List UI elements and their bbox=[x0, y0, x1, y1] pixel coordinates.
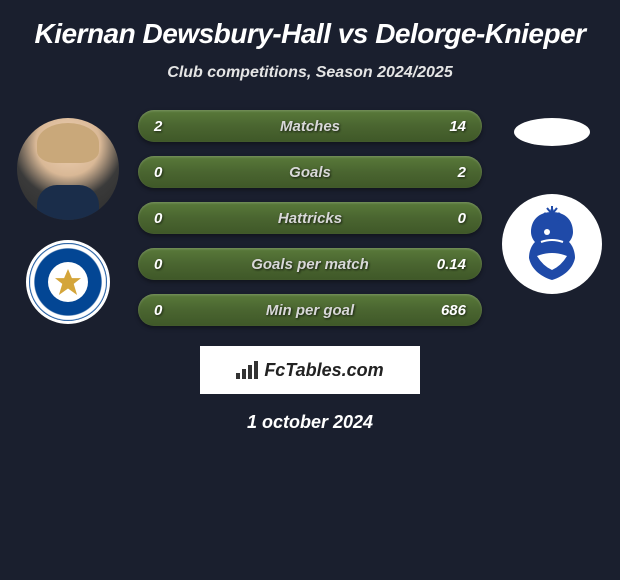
stat-right-value: 0 bbox=[430, 210, 466, 227]
player-photo-right-placeholder bbox=[514, 118, 590, 146]
stat-row: 0 Min per goal 686 bbox=[138, 294, 482, 326]
left-column bbox=[8, 110, 128, 324]
stat-row: 0 Goals per match 0.14 bbox=[138, 248, 482, 280]
stat-right-value: 0.14 bbox=[430, 256, 466, 273]
stat-label: Hattricks bbox=[278, 210, 342, 227]
date-label: 1 october 2024 bbox=[0, 412, 620, 433]
main-row: 2 Matches 14 0 Goals 2 0 Hattricks 0 0 G… bbox=[0, 110, 620, 326]
stat-left-value: 2 bbox=[154, 118, 190, 135]
stat-row: 2 Matches 14 bbox=[138, 110, 482, 142]
club-badge-right bbox=[502, 194, 602, 294]
stat-row: 0 Hattricks 0 bbox=[138, 202, 482, 234]
stat-label: Matches bbox=[280, 118, 340, 135]
gent-logo-icon bbox=[517, 206, 587, 282]
stats-list: 2 Matches 14 0 Goals 2 0 Hattricks 0 0 G… bbox=[130, 110, 490, 326]
player-photo-left bbox=[17, 118, 119, 220]
stat-label: Min per goal bbox=[266, 302, 354, 319]
comparison-card: Kiernan Dewsbury-Hall vs Delorge-Knieper… bbox=[0, 0, 620, 443]
stat-left-value: 0 bbox=[154, 164, 190, 181]
brand-text: FcTables.com bbox=[264, 360, 383, 381]
bar-chart-icon bbox=[236, 361, 258, 379]
stat-left-value: 0 bbox=[154, 256, 190, 273]
stat-right-value: 2 bbox=[430, 164, 466, 181]
club-badge-left bbox=[26, 240, 110, 324]
stat-right-value: 14 bbox=[430, 118, 466, 135]
stat-row: 0 Goals 2 bbox=[138, 156, 482, 188]
stat-label: Goals per match bbox=[251, 256, 369, 273]
stat-left-value: 0 bbox=[154, 302, 190, 319]
brand-box: FcTables.com bbox=[200, 346, 420, 394]
stat-right-value: 686 bbox=[430, 302, 466, 319]
stat-left-value: 0 bbox=[154, 210, 190, 227]
stat-label: Goals bbox=[289, 164, 331, 181]
right-column bbox=[492, 110, 612, 294]
page-title: Kiernan Dewsbury-Hall vs Delorge-Knieper bbox=[0, 18, 620, 50]
subtitle: Club competitions, Season 2024/2025 bbox=[0, 64, 620, 82]
